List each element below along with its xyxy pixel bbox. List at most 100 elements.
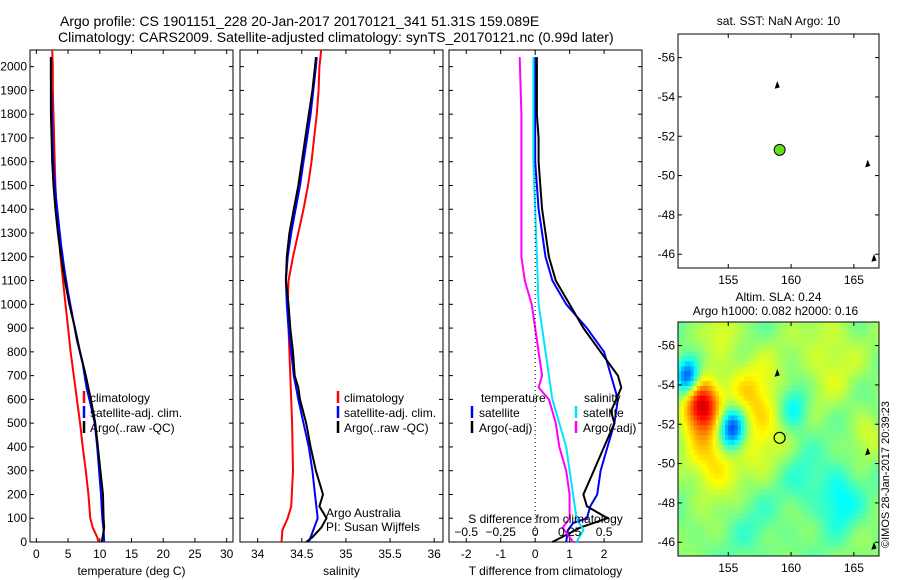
- sla-map-cell: [706, 513, 711, 520]
- sla-map-cell: [721, 395, 726, 402]
- sla-map-cell: [831, 498, 836, 505]
- sla-map-cell: [835, 494, 839, 500]
- sla-map-cell: [747, 533, 751, 539]
- sla-map-cell: [734, 543, 739, 549]
- sla-map-cell: [875, 371, 879, 377]
- sla-map-cell: [737, 533, 742, 539]
- sla-map-cell: [800, 553, 805, 556]
- sla-map-cell: [803, 341, 808, 348]
- sla-map-cell: [759, 415, 764, 421]
- sla-map-cell: [693, 351, 698, 358]
- temperature-ytick-label: 1600: [0, 155, 27, 169]
- sla-map-cell: [857, 346, 861, 353]
- sla-map-cell: [681, 508, 685, 515]
- sla-map-cell: [838, 503, 842, 510]
- sla-map-cell: [759, 336, 764, 343]
- sla-map-cell: [835, 380, 839, 387]
- sla-map-cell: [772, 548, 776, 554]
- sla-map-cell: [725, 420, 729, 426]
- sla-map-cell: [734, 484, 739, 490]
- sla-map-cell: [838, 395, 842, 402]
- sla-map-cell: [681, 331, 685, 338]
- sla-map-cell: [762, 444, 767, 451]
- sla-map-cell: [831, 528, 836, 534]
- sla-map-cell: [772, 553, 776, 556]
- sla-map-cell: [737, 356, 742, 362]
- sla-map-cell: [762, 474, 767, 480]
- sla-map-cell: [681, 376, 685, 382]
- sla-map-cell: [703, 548, 707, 554]
- sla-map-cell: [800, 376, 805, 382]
- sla-map-cell: [750, 449, 754, 456]
- sla-map-cell: [828, 533, 833, 539]
- sla-map-cell: [806, 326, 811, 333]
- sla-map-cell: [753, 449, 758, 456]
- sla-map-cell: [678, 326, 682, 333]
- sla-map-cell: [715, 425, 720, 431]
- sla-map-cell: [762, 479, 767, 485]
- sla-map-cell: [844, 400, 849, 407]
- sla-map-cell: [828, 336, 833, 343]
- sla-map-cell: [800, 523, 805, 530]
- sla-map-cell: [681, 371, 685, 377]
- sla-map-cell: [699, 420, 704, 426]
- sla-map-cell: [809, 430, 814, 436]
- sla-map-cell: [835, 439, 839, 446]
- sla-map-cell: [712, 395, 717, 402]
- sla-map-cell: [747, 469, 751, 475]
- sla-map-cell: [794, 430, 798, 436]
- sla-map-cell: [756, 548, 761, 554]
- sla-map-cell: [813, 425, 817, 431]
- sla-map-cell: [750, 336, 754, 343]
- sla-map-cell: [769, 390, 773, 397]
- sla-map-cell: [756, 449, 761, 456]
- sla-map-cell: [857, 454, 861, 461]
- sla-map-cell: [869, 390, 874, 397]
- sla-map-cell: [828, 528, 833, 534]
- sla-map-cell: [794, 548, 798, 554]
- sla-map-cell: [753, 400, 758, 407]
- sla-map-cell: [765, 494, 770, 500]
- sla-map-cell: [787, 410, 792, 417]
- sla-map-cell: [684, 341, 689, 348]
- sla-map-cell: [709, 390, 714, 397]
- sla-map-cell: [819, 361, 824, 367]
- sla-map-cell: [841, 390, 846, 397]
- sla-map-cell: [725, 322, 729, 328]
- sla-map-cell: [803, 523, 808, 530]
- sla-map-cell: [690, 449, 695, 456]
- sla-map-cell: [835, 459, 839, 466]
- sla-map-cell: [693, 449, 698, 456]
- sla-map-cell: [831, 503, 836, 510]
- sla-map-cell: [721, 405, 726, 412]
- sla-map-cell: [819, 326, 824, 333]
- sla-map-cell: [734, 479, 739, 485]
- sla-map-cell: [750, 326, 754, 333]
- sla-map-cell: [756, 336, 761, 343]
- sla-map-cell: [759, 395, 764, 402]
- sla-map-cell: [869, 405, 874, 412]
- sla-map-cell: [841, 498, 846, 505]
- sla-map-cell: [750, 405, 754, 412]
- sla-map-cell: [838, 548, 842, 554]
- sla-map-cell: [706, 538, 711, 544]
- sla-map-cell: [797, 553, 802, 556]
- sla-map-cell: [847, 449, 852, 456]
- sla-map-cell: [809, 543, 814, 549]
- sla-map-cell: [690, 326, 695, 333]
- sla-map-cell: [709, 444, 714, 451]
- sla-map-cell: [813, 415, 817, 421]
- sla-map-cell: [693, 444, 698, 451]
- sla-map-cell: [844, 439, 849, 446]
- sla-map-cell: [731, 469, 736, 475]
- sla-map-cell: [756, 356, 761, 362]
- sla-map-cell: [778, 469, 783, 475]
- sla-map-cell: [762, 548, 767, 554]
- sla-map-cell: [684, 479, 689, 485]
- sla-map-cell: [731, 326, 736, 333]
- sla-map-cell: [778, 503, 783, 510]
- sla-map-cell: [787, 503, 792, 510]
- sla-map-cell: [872, 425, 877, 431]
- sla-map-cell: [787, 366, 792, 372]
- sla-map-cell: [753, 508, 758, 515]
